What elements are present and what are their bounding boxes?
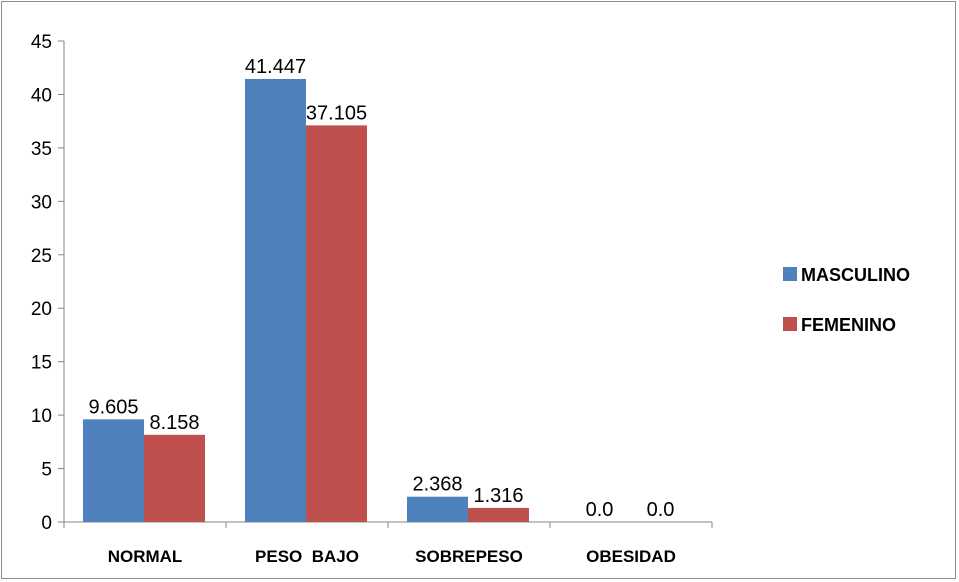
legend-label: MASCULINO: [801, 265, 910, 285]
y-tick-label: 5: [41, 460, 52, 481]
x-category-label: SOBREPESO: [415, 547, 523, 566]
y-tick-label: 0: [41, 513, 52, 534]
data-label: 37.105: [306, 102, 367, 124]
data-label: 41.447: [245, 56, 306, 78]
data-label: 1.316: [473, 485, 523, 507]
data-label: 0.0: [586, 499, 614, 521]
y-tick-label: 10: [31, 406, 52, 427]
x-category-label: NORMAL: [108, 547, 183, 566]
x-category-label: OBESIDAD: [586, 547, 676, 566]
bar-femenino: [468, 507, 529, 522]
bar-masculino: [83, 419, 144, 522]
y-tick-label: 45: [31, 32, 52, 53]
bar-masculino: [245, 78, 306, 522]
x-category-label: PESO BAJO: [255, 547, 359, 566]
data-label: 2.368: [412, 474, 462, 496]
y-tick-label: 40: [31, 85, 52, 106]
y-tick-label: 20: [31, 299, 52, 320]
y-tick-label: 35: [31, 139, 52, 160]
y-tick-label: 15: [31, 353, 52, 374]
data-label: 9.605: [88, 396, 138, 418]
legend-label: FEMENINO: [801, 315, 896, 335]
y-tick-label: 25: [31, 246, 52, 267]
y-tick-label: 30: [31, 192, 52, 213]
legend-swatch-femenino: [783, 317, 797, 331]
bar-femenino: [144, 434, 205, 522]
bar-masculino: [407, 496, 468, 522]
data-label: 8.158: [149, 412, 199, 434]
data-label: 0.0: [647, 499, 675, 521]
bar-femenino: [306, 125, 367, 522]
legend-swatch-masculino: [783, 267, 797, 281]
